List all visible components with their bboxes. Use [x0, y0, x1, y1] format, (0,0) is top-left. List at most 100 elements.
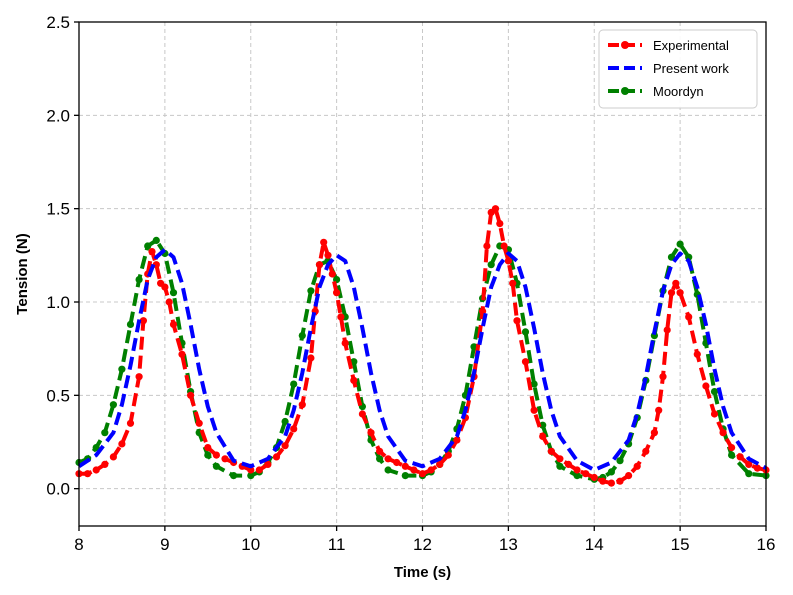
- data-point-moordyn: [521, 328, 530, 336]
- data-point-experimental: [337, 313, 345, 321]
- data-point-moordyn: [573, 472, 581, 480]
- data-point-experimental: [281, 442, 289, 450]
- data-point-experimental: [599, 477, 607, 485]
- data-point-moordyn: [247, 472, 255, 480]
- data-point-experimental: [590, 473, 598, 482]
- data-point-experimental: [530, 406, 538, 414]
- data-point-experimental: [204, 444, 212, 452]
- data-point-experimental: [92, 466, 100, 474]
- data-point-experimental: [376, 447, 384, 455]
- data-point-experimental: [358, 410, 366, 418]
- data-point-experimental: [633, 462, 641, 470]
- data-point-experimental: [521, 358, 530, 366]
- data-point-experimental: [642, 447, 650, 455]
- x-tick-label: 16: [757, 535, 776, 554]
- data-point-moordyn: [290, 380, 298, 388]
- data-point-experimental: [616, 477, 624, 485]
- data-point-experimental: [547, 447, 555, 455]
- data-point-moordyn: [350, 358, 358, 366]
- data-point-experimental: [582, 470, 590, 478]
- data-point-experimental: [135, 373, 143, 381]
- data-point-moordyn: [101, 429, 109, 437]
- data-point-experimental: [500, 242, 508, 250]
- data-point-experimental: [607, 479, 616, 487]
- data-point-experimental: [504, 257, 512, 265]
- data-point-moordyn: [126, 320, 135, 328]
- legend: Experimental Present work Moordyn: [598, 29, 758, 109]
- data-point-experimental: [655, 406, 663, 414]
- y-tick-label: 1.5: [46, 200, 70, 219]
- legend-marker: [621, 87, 629, 95]
- data-point-experimental: [672, 279, 680, 287]
- data-point-experimental: [84, 470, 92, 478]
- data-point-moordyn: [118, 365, 126, 373]
- data-point-experimental: [139, 317, 147, 325]
- data-point-experimental: [427, 466, 435, 474]
- data-point-moordyn: [144, 242, 152, 250]
- data-point-experimental: [187, 391, 195, 399]
- data-point-moordyn: [530, 380, 538, 388]
- x-tick-label: 15: [671, 535, 690, 554]
- data-point-moordyn: [745, 470, 753, 478]
- legend-box: [598, 29, 758, 109]
- legend-item-experimental: Experimental: [608, 38, 729, 53]
- data-point-experimental: [384, 455, 392, 463]
- data-point-experimental: [178, 350, 186, 358]
- data-point-experimental: [264, 460, 272, 468]
- y-tick-label: 1.0: [46, 293, 70, 312]
- data-point-experimental: [719, 429, 727, 437]
- data-point-moordyn: [230, 472, 238, 480]
- data-point-experimental: [728, 444, 736, 452]
- data-point-moordyn: [376, 455, 384, 463]
- data-point-experimental: [109, 453, 117, 461]
- data-point-experimental: [573, 466, 581, 474]
- data-point-experimental: [444, 451, 452, 459]
- data-point-experimental: [436, 460, 444, 468]
- data-point-moordyn: [204, 451, 212, 459]
- data-point-experimental: [564, 460, 573, 468]
- data-point-experimental: [625, 472, 633, 480]
- data-point-moordyn: [487, 261, 495, 269]
- x-tick-label: 12: [413, 535, 432, 554]
- data-point-experimental: [753, 464, 762, 472]
- data-point-experimental: [496, 220, 504, 228]
- data-point-moordyn: [307, 287, 315, 295]
- data-point-experimental: [650, 429, 659, 437]
- data-point-experimental: [221, 455, 229, 463]
- data-point-moordyn: [607, 468, 616, 476]
- data-point-experimental: [693, 350, 701, 358]
- legend-label: Present work: [653, 61, 729, 76]
- data-point-moordyn: [152, 236, 160, 244]
- axis-ticks: 8 9 10 11 12 13 14 15 16 0.0 0.5 1.0 1.5 2.0 2.5: [46, 13, 775, 554]
- series-line-present-work: [77, 247, 767, 472]
- series-layer: [75, 205, 770, 487]
- data-point-experimental: [320, 238, 328, 246]
- data-point-moordyn: [556, 462, 564, 470]
- data-point-experimental: [290, 425, 298, 433]
- data-point-experimental: [663, 326, 671, 334]
- data-point-moordyn: [676, 240, 684, 248]
- y-axis-title: Tension (N): [14, 233, 31, 314]
- data-point-experimental: [667, 289, 676, 297]
- data-point-moordyn: [298, 332, 306, 340]
- data-point-experimental: [161, 283, 169, 291]
- data-point-experimental: [195, 419, 203, 427]
- data-point-experimental: [272, 453, 281, 461]
- data-point-experimental: [483, 242, 491, 250]
- y-tick-label: 2.0: [46, 106, 70, 125]
- legend-label: Moordyn: [653, 84, 704, 99]
- data-point-experimental: [341, 339, 349, 347]
- data-point-experimental: [710, 410, 719, 418]
- x-tick-label: 8: [74, 535, 83, 554]
- data-point-moordyn: [212, 462, 220, 470]
- legend-marker: [621, 41, 629, 49]
- data-point-experimental: [101, 460, 109, 468]
- data-point-moordyn: [135, 276, 143, 284]
- data-point-moordyn: [667, 253, 676, 261]
- y-tick-label: 2.5: [46, 13, 70, 32]
- data-point-experimental: [298, 401, 306, 409]
- legend-item-present-work: Present work: [608, 61, 729, 76]
- data-point-experimental: [556, 455, 564, 463]
- data-point-experimental: [513, 317, 521, 325]
